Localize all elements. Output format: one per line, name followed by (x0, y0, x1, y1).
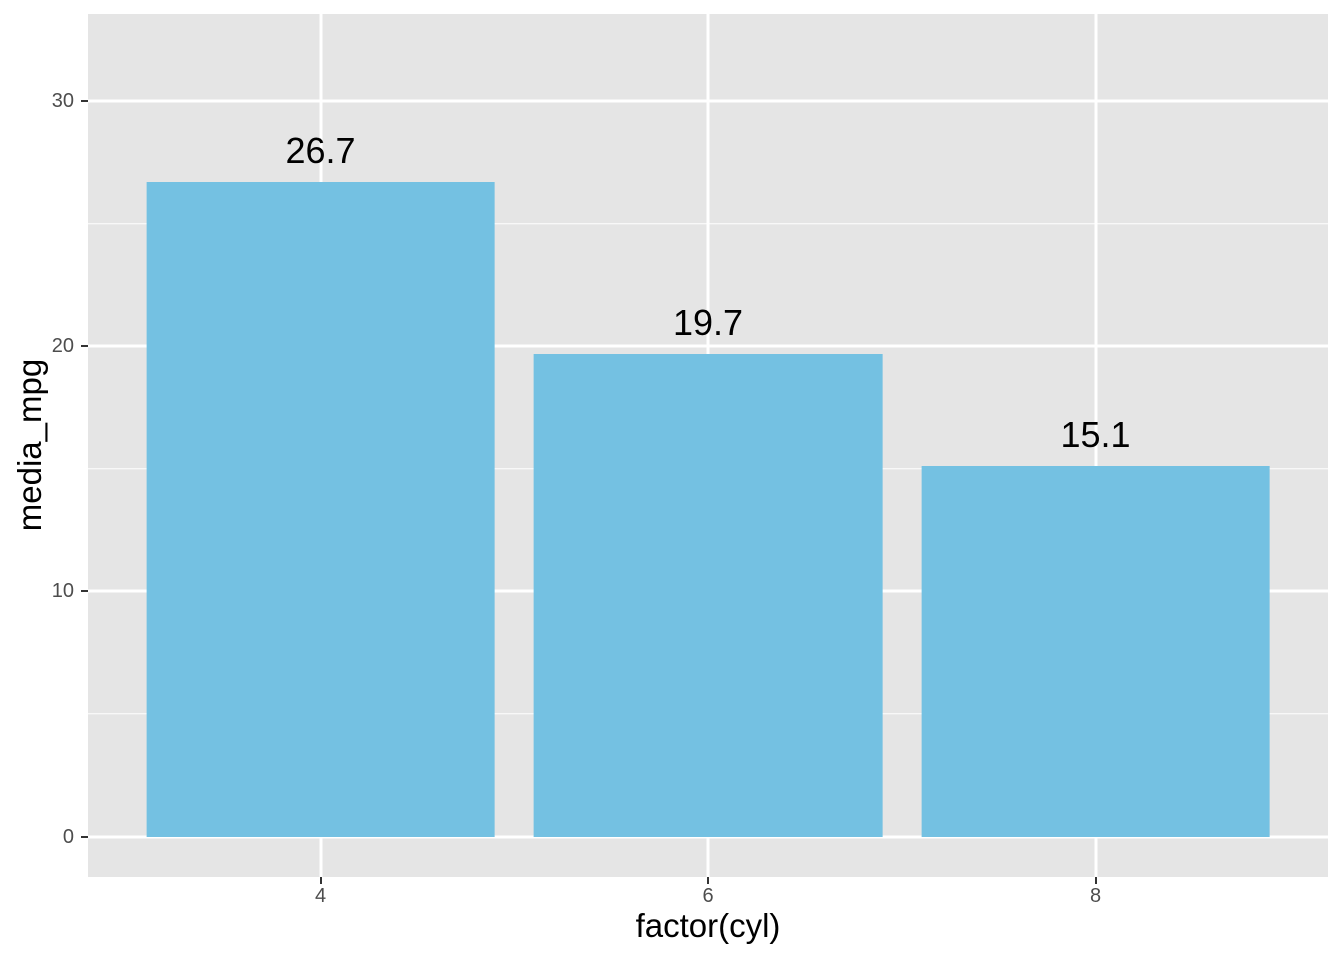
y-axis-title: media_mpg (11, 358, 48, 532)
y-tick-mark-30 (81, 100, 88, 103)
x-tick-mark-6 (707, 877, 709, 884)
y-tick-mark-20 (81, 345, 88, 348)
bar-cyl-8 (921, 466, 1270, 837)
bar-cyl-6 (533, 353, 883, 837)
x-axis-title: factor(cyl) (635, 907, 781, 944)
x-tick-label-8: 8 (1089, 885, 1102, 907)
x-tick-mark-4 (319, 877, 322, 884)
y-tick-mark-10 (81, 590, 88, 593)
bar-value-label-4: 26.7 (285, 129, 356, 171)
y-tick-label-0: 0 (62, 825, 74, 848)
gridline-major-x-8 (1094, 14, 1097, 877)
bar-value-label-8: 15.1 (1060, 414, 1131, 456)
y-tick-label-30: 30 (51, 90, 74, 113)
y-tick-mark-0 (81, 835, 88, 838)
bar-value-label-6: 19.7 (672, 301, 744, 343)
x-tick-label-4: 4 (314, 885, 327, 907)
bar-cyl-4 (146, 181, 495, 837)
x-tick-label-6: 6 (702, 885, 714, 907)
y-tick-label-20: 20 (51, 335, 74, 358)
x-tick-mark-8 (1094, 877, 1097, 884)
plot-panel: 26.7 19.7 15.1 (88, 14, 1328, 877)
y-tick-label-10: 10 (51, 580, 74, 603)
